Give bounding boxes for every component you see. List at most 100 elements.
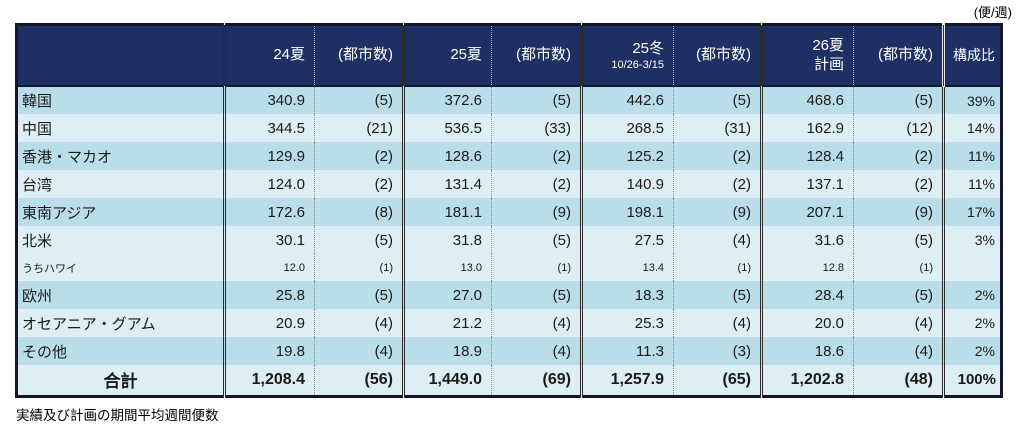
data-cell: (1) [491, 254, 582, 281]
data-cell: (5) [853, 281, 944, 309]
data-cell: (12) [853, 114, 944, 142]
data-cell: (2) [314, 142, 404, 170]
data-cell: 20.0 [760, 309, 854, 337]
data-cell: 128.6 [402, 142, 492, 170]
footnote: 実績及び計画の期間平均週間便数 [16, 408, 219, 423]
table-row: その他 19.8 (4) 18.9 (4) 11.3 (3) 18.6 (4) 2% [16, 337, 1002, 365]
data-cell: (9) [491, 198, 582, 226]
table-body: 韓国 340.9 (5) 372.6 (5) 442.6 (5) 468.6 (5) 39% 中国 3… [16, 86, 1002, 396]
data-cell: 25.3 [580, 309, 674, 337]
data-cell: 2% [942, 337, 1002, 365]
table-row: 韓国 340.9 (5) 372.6 (5) 442.6 (5) 468.6 (5) 39% [16, 86, 1002, 114]
data-cell: 14% [942, 114, 1002, 142]
data-cell: (4) [491, 337, 582, 365]
data-cell: 18.9 [402, 337, 492, 365]
data-cell: 198.1 [580, 198, 674, 226]
data-cell: 31.8 [402, 226, 492, 254]
data-cell: 39% [942, 86, 1002, 114]
table-row: 香港・マカオ 129.9 (2) 128.6 (2) 125.2 (2) 128.4 (2) 11… [16, 142, 1002, 170]
data-cell: (1) [673, 254, 762, 281]
col-header-cities-3: (都市数) [673, 24, 762, 87]
data-cell: (2) [673, 170, 762, 198]
table-row: 欧州 25.8 (5) 27.0 (5) 18.3 (5) 28.4 (5) 2% [16, 281, 1002, 309]
data-cell: (5) [491, 281, 582, 309]
total-row: 合計 1,208.4 (56) 1,449.0 (69) 1,257.9 (65) 1,202… [16, 365, 1002, 396]
data-cell: 27.0 [402, 281, 492, 309]
data-cell: (5) [314, 86, 404, 114]
data-cell: 11.3 [580, 337, 674, 365]
data-cell: 19.8 [223, 337, 315, 365]
data-cell: 162.9 [760, 114, 854, 142]
data-cell: 140.9 [580, 170, 674, 198]
table-row: オセアニア・グアム 20.9 (4) 21.2 (4) 25.3 (4) 20.0 (4) 2% [16, 309, 1002, 337]
data-cell [942, 254, 1002, 281]
row-label-cell: 香港・マカオ [16, 142, 225, 170]
data-cell: (56) [314, 365, 404, 396]
data-cell: 28.4 [760, 281, 854, 309]
data-cell: 3% [942, 226, 1002, 254]
data-cell: (8) [314, 198, 404, 226]
data-cell: (1) [314, 254, 404, 281]
data-cell: 11% [942, 142, 1002, 170]
data-cell: (4) [673, 309, 762, 337]
data-cell: (5) [853, 226, 944, 254]
table-row: うちハワイ 12.0 (1) 13.0 (1) 13.4 (1) 12.8 (1) [16, 254, 1002, 281]
data-cell: 1,449.0 [402, 365, 492, 396]
row-label-cell: 中国 [16, 114, 225, 142]
weekly-flights-table: 24夏 (都市数) 25夏 (都市数) 25冬 10/26-3/15 (都市数)… [15, 23, 1003, 398]
data-cell: 11% [942, 170, 1002, 198]
data-cell: 18.6 [760, 337, 854, 365]
data-cell: (69) [491, 365, 582, 396]
data-cell: (5) [853, 86, 944, 114]
col-header-25-winter-title: 25冬 [632, 40, 664, 58]
data-cell: (2) [853, 170, 944, 198]
data-cell: 12.8 [760, 254, 854, 281]
data-cell: 1,208.4 [223, 365, 315, 396]
data-cell: 125.2 [580, 142, 674, 170]
data-cell: 340.9 [223, 86, 315, 114]
data-cell: 100% [942, 365, 1002, 396]
row-label-cell: 北米 [16, 226, 225, 254]
row-label-cell: 韓国 [16, 86, 225, 114]
data-cell: 442.6 [580, 86, 674, 114]
row-label-cell: 欧州 [16, 281, 225, 309]
data-cell: 1,257.9 [580, 365, 674, 396]
data-cell: 124.0 [223, 170, 315, 198]
col-header-26-summer-plan: 26夏 計画 [760, 24, 854, 87]
col-header-share: 構成比 [942, 24, 1002, 87]
data-cell: 25.8 [223, 281, 315, 309]
data-cell: (31) [673, 114, 762, 142]
data-cell: (2) [491, 142, 582, 170]
data-cell: (9) [853, 198, 944, 226]
data-cell: (5) [673, 86, 762, 114]
data-cell: 468.6 [760, 86, 854, 114]
data-cell: 12.0 [223, 254, 315, 281]
data-cell: (4) [853, 309, 944, 337]
data-cell: 344.5 [223, 114, 315, 142]
data-cell: (4) [314, 337, 404, 365]
data-cell: (5) [491, 226, 582, 254]
data-cell: (5) [314, 226, 404, 254]
data-cell: 181.1 [402, 198, 492, 226]
data-cell: (4) [673, 226, 762, 254]
data-cell: 31.6 [760, 226, 854, 254]
col-header-26-summer-title: 26夏 [812, 37, 844, 55]
data-cell: 372.6 [402, 86, 492, 114]
data-cell: (21) [314, 114, 404, 142]
data-cell: (2) [853, 142, 944, 170]
table-row: 台湾 124.0 (2) 131.4 (2) 140.9 (2) 137.1 (2) 11% [16, 170, 1002, 198]
data-cell: (5) [491, 86, 582, 114]
data-cell: (5) [673, 281, 762, 309]
data-cell: 30.1 [223, 226, 315, 254]
data-cell: (4) [491, 309, 582, 337]
data-cell: 17% [942, 198, 1002, 226]
data-cell: 536.5 [402, 114, 492, 142]
col-header-25-winter: 25冬 10/26-3/15 [580, 24, 674, 87]
corner-header-cell [16, 24, 225, 87]
row-label-cell: 東南アジア [16, 198, 225, 226]
data-cell: (2) [673, 142, 762, 170]
table-row: 北米 30.1 (5) 31.8 (5) 27.5 (4) 31.6 (5) 3% [16, 226, 1002, 254]
row-label-cell: うちハワイ [16, 254, 225, 281]
data-cell: 128.4 [760, 142, 854, 170]
